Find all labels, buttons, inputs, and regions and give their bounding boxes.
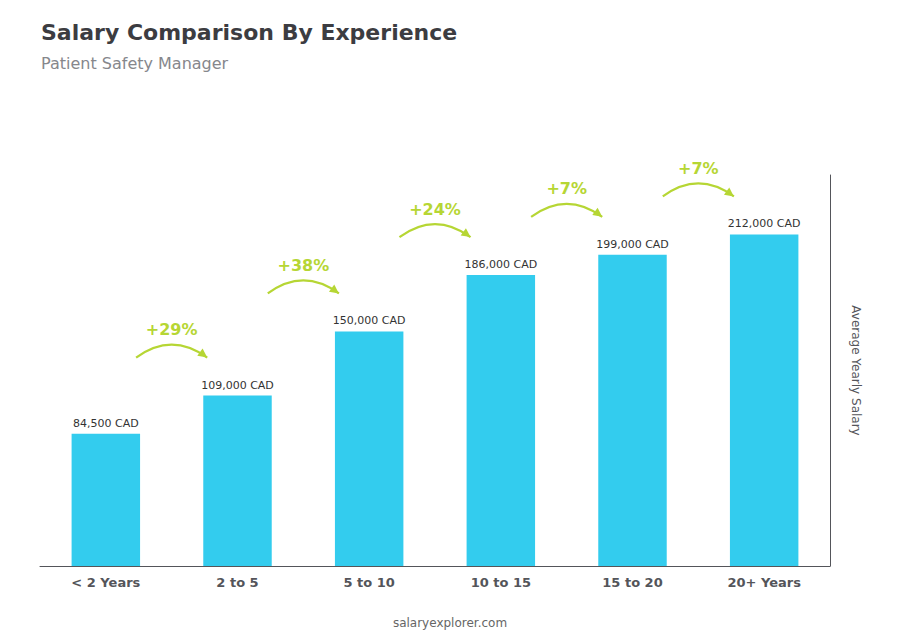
svg-text:Salary Comparison By Experienc: Salary Comparison By Experience <box>41 20 457 45</box>
svg-text:< 2 Years: < 2 Years <box>71 575 140 590</box>
svg-text:+24%: +24% <box>409 200 461 219</box>
svg-text:212,000 CAD: 212,000 CAD <box>728 217 801 230</box>
svg-text:5 to 10: 5 to 10 <box>343 575 394 590</box>
svg-text:+29%: +29% <box>146 320 198 339</box>
svg-text:109,000 CAD: 109,000 CAD <box>201 379 274 392</box>
svg-text:salaryexplorer.com: salaryexplorer.com <box>393 616 507 630</box>
svg-text:20+ Years: 20+ Years <box>727 575 801 590</box>
svg-text:Average Yearly Salary: Average Yearly Salary <box>849 305 863 435</box>
svg-text:84,500 CAD: 84,500 CAD <box>73 417 139 430</box>
svg-text:186,000 CAD: 186,000 CAD <box>464 258 537 271</box>
svg-text:199,000 CAD: 199,000 CAD <box>596 238 669 251</box>
svg-text:+7%: +7% <box>678 159 719 178</box>
svg-text:+38%: +38% <box>277 256 329 275</box>
svg-text:2 to 5: 2 to 5 <box>216 575 258 590</box>
svg-text:150,000 CAD: 150,000 CAD <box>333 314 406 327</box>
svg-text:15 to 20: 15 to 20 <box>602 575 662 590</box>
svg-text:+7%: +7% <box>546 179 587 198</box>
svg-text:Patient Safety Manager: Patient Safety Manager <box>41 54 229 73</box>
svg-text:10 to 15: 10 to 15 <box>471 575 531 590</box>
